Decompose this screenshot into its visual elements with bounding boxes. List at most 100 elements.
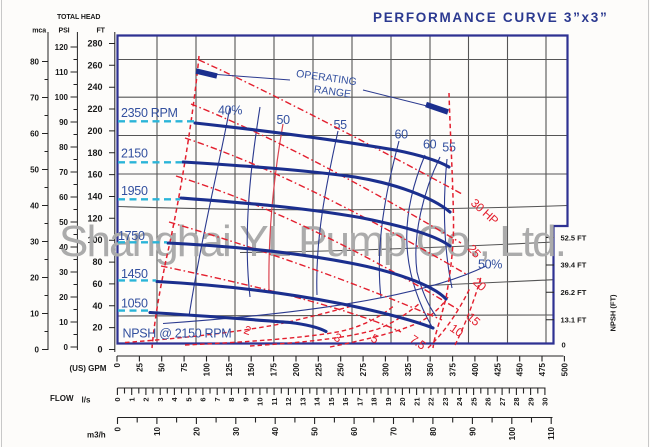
svg-text:425: 425 bbox=[493, 362, 502, 376]
svg-text:22: 22 bbox=[427, 398, 436, 406]
svg-text:60: 60 bbox=[30, 129, 39, 138]
svg-text:21: 21 bbox=[412, 398, 421, 406]
svg-text:10: 10 bbox=[256, 398, 265, 406]
svg-text:70: 70 bbox=[59, 168, 68, 177]
svg-text:1050: 1050 bbox=[121, 296, 148, 310]
svg-text:10: 10 bbox=[30, 309, 39, 318]
svg-text:16: 16 bbox=[341, 398, 350, 406]
svg-text:27: 27 bbox=[498, 398, 507, 406]
svg-text:120: 120 bbox=[87, 213, 102, 223]
svg-text:20: 20 bbox=[92, 323, 102, 333]
svg-text:0: 0 bbox=[114, 426, 123, 431]
svg-text:50: 50 bbox=[30, 165, 39, 174]
svg-text:0: 0 bbox=[113, 398, 122, 402]
svg-text:325: 325 bbox=[404, 362, 413, 376]
svg-text:4: 4 bbox=[170, 397, 179, 402]
svg-text:140: 140 bbox=[87, 192, 102, 202]
svg-text:0: 0 bbox=[64, 343, 69, 352]
svg-text:60: 60 bbox=[59, 193, 68, 202]
svg-text:30: 30 bbox=[59, 268, 68, 277]
svg-text:20: 20 bbox=[59, 293, 68, 302]
svg-text:24: 24 bbox=[455, 397, 464, 406]
svg-text:20: 20 bbox=[30, 273, 39, 282]
svg-text:60: 60 bbox=[350, 426, 359, 435]
svg-text:5: 5 bbox=[185, 398, 194, 402]
svg-text:125: 125 bbox=[225, 362, 234, 376]
svg-text:450: 450 bbox=[516, 362, 525, 376]
svg-text:13: 13 bbox=[298, 398, 307, 406]
svg-text:40%: 40% bbox=[218, 104, 242, 118]
svg-text:PERFORMANCE CURVE 3”x3”: PERFORMANCE CURVE 3”x3” bbox=[373, 10, 608, 25]
svg-text:(US) GPM: (US) GPM bbox=[70, 364, 107, 373]
svg-text:110: 110 bbox=[547, 426, 556, 439]
svg-text:15: 15 bbox=[327, 398, 336, 406]
svg-text:75: 75 bbox=[180, 362, 189, 371]
svg-text:m3/h: m3/h bbox=[87, 431, 106, 440]
svg-text:80: 80 bbox=[30, 57, 39, 66]
svg-text:20: 20 bbox=[398, 398, 407, 406]
svg-text:90: 90 bbox=[468, 426, 477, 435]
svg-text:14: 14 bbox=[313, 397, 322, 406]
svg-text:NPSH @ 2150 RPM: NPSH @ 2150 RPM bbox=[123, 327, 232, 341]
svg-text:1750: 1750 bbox=[118, 229, 145, 243]
svg-text:30: 30 bbox=[541, 398, 550, 406]
svg-text:60: 60 bbox=[395, 127, 409, 141]
svg-text:100: 100 bbox=[203, 362, 212, 376]
svg-text:220: 220 bbox=[87, 104, 102, 114]
svg-text:40: 40 bbox=[271, 426, 280, 435]
svg-text:200: 200 bbox=[87, 126, 102, 136]
svg-text:40: 40 bbox=[92, 301, 102, 311]
svg-text:0: 0 bbox=[35, 345, 40, 354]
svg-text:180: 180 bbox=[87, 148, 102, 158]
svg-text:120: 120 bbox=[55, 43, 69, 52]
svg-text:50: 50 bbox=[59, 218, 68, 227]
svg-text:100: 100 bbox=[87, 235, 102, 245]
svg-text:TOTAL HEAD: TOTAL HEAD bbox=[57, 14, 100, 21]
svg-text:11: 11 bbox=[270, 398, 279, 406]
svg-text:25: 25 bbox=[135, 362, 144, 371]
svg-text:50: 50 bbox=[158, 362, 167, 371]
svg-text:l/s: l/s bbox=[82, 396, 91, 405]
svg-text:50: 50 bbox=[311, 426, 320, 435]
svg-text:40: 40 bbox=[59, 243, 68, 252]
svg-text:100: 100 bbox=[508, 426, 517, 440]
svg-text:30: 30 bbox=[232, 426, 241, 435]
svg-text:23: 23 bbox=[441, 398, 450, 406]
svg-text:3: 3 bbox=[156, 398, 165, 402]
svg-text:9: 9 bbox=[242, 398, 251, 402]
svg-text:2: 2 bbox=[242, 323, 253, 339]
svg-text:50%: 50% bbox=[478, 258, 502, 272]
svg-text:25: 25 bbox=[469, 398, 478, 406]
svg-text:FT: FT bbox=[97, 28, 106, 35]
svg-text:13.1 FT: 13.1 FT bbox=[561, 315, 587, 324]
svg-text:8: 8 bbox=[227, 398, 236, 402]
svg-text:6: 6 bbox=[199, 398, 208, 402]
svg-text:0: 0 bbox=[113, 362, 122, 367]
svg-text:100: 100 bbox=[55, 93, 69, 102]
svg-text:26.2 FT: 26.2 FT bbox=[561, 288, 587, 297]
svg-text:39.4 FT: 39.4 FT bbox=[561, 261, 587, 270]
svg-text:18: 18 bbox=[370, 398, 379, 406]
svg-text:400: 400 bbox=[471, 362, 480, 376]
svg-text:NPSH (FT): NPSH (FT) bbox=[609, 294, 618, 332]
svg-text:1950: 1950 bbox=[121, 184, 148, 198]
svg-text:60: 60 bbox=[92, 279, 102, 289]
svg-text:70: 70 bbox=[30, 93, 39, 102]
svg-text:RANGE: RANGE bbox=[313, 83, 352, 100]
svg-text:0: 0 bbox=[97, 345, 102, 355]
svg-text:7: 7 bbox=[213, 398, 222, 402]
svg-text:10: 10 bbox=[153, 426, 162, 435]
svg-text:19: 19 bbox=[384, 398, 393, 406]
svg-text:260: 260 bbox=[87, 60, 102, 70]
svg-text:80: 80 bbox=[92, 257, 102, 267]
svg-text:500: 500 bbox=[560, 362, 569, 376]
svg-text:40: 40 bbox=[30, 201, 39, 210]
svg-text:300: 300 bbox=[381, 362, 390, 376]
svg-text:375: 375 bbox=[449, 362, 458, 376]
svg-text:55: 55 bbox=[442, 141, 456, 155]
svg-text:175: 175 bbox=[270, 362, 279, 376]
svg-text:50: 50 bbox=[277, 113, 291, 127]
svg-text:FLOW: FLOW bbox=[50, 394, 74, 403]
svg-text:350: 350 bbox=[426, 362, 435, 376]
svg-text:80: 80 bbox=[429, 426, 438, 435]
